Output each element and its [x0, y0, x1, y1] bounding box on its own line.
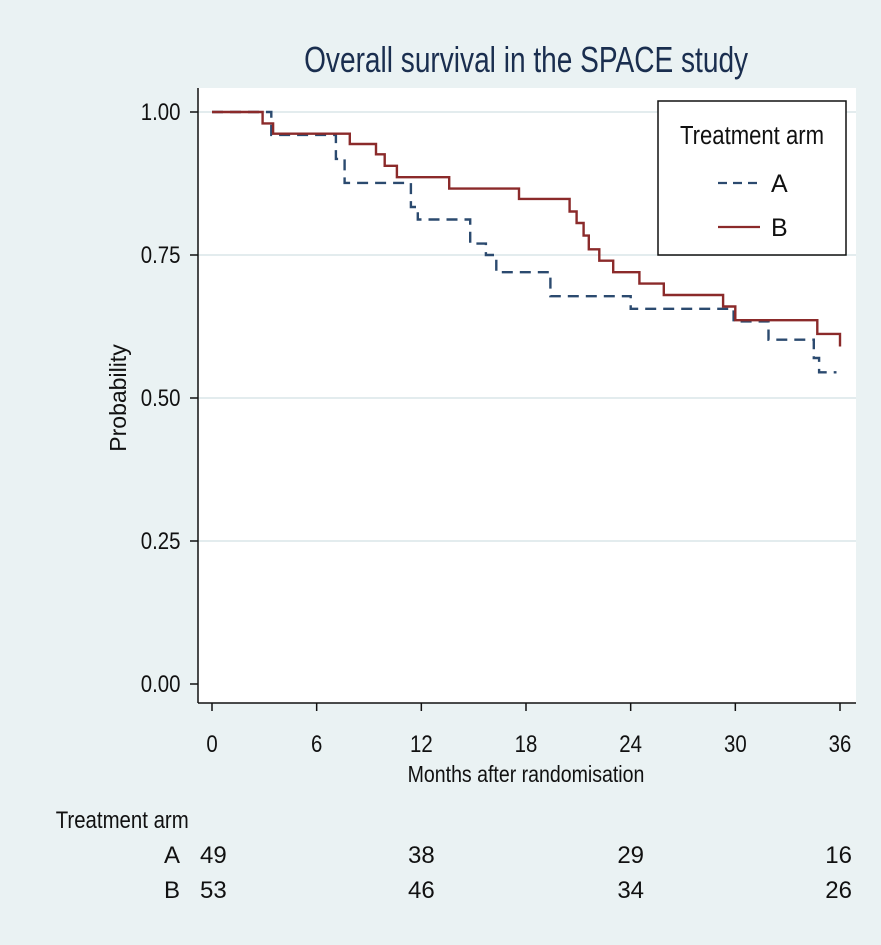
legend-label-a: A — [771, 170, 788, 198]
risk-table-header: Treatment arm — [56, 806, 189, 833]
risk-count: 46 — [408, 877, 435, 904]
x-tick-label: 18 — [515, 730, 538, 757]
legend-box — [657, 100, 847, 256]
legend: Treatment arm A B — [657, 100, 847, 256]
risk-count: 38 — [408, 842, 435, 869]
x-tick-label: 30 — [724, 730, 747, 757]
y-tick-label: 1.00 — [141, 98, 181, 125]
x-axis-title: Months after randomisation — [408, 762, 645, 788]
risk-count: 29 — [617, 842, 644, 869]
y-tick-label: 0.50 — [141, 384, 181, 411]
risk-count: 34 — [617, 877, 644, 904]
series-lines — [212, 110, 842, 374]
risk-table: Treatment arm A 49 38 29 16 B 53 46 34 26 — [56, 806, 852, 904]
risk-count: 49 — [200, 842, 227, 869]
risk-count: 26 — [825, 877, 852, 904]
x-tick-label: 36 — [829, 730, 852, 757]
x-tick-label: 12 — [410, 730, 433, 757]
y-tick-label: 0.25 — [141, 527, 181, 554]
risk-row-label-a: A — [164, 842, 180, 869]
risk-count: 16 — [825, 842, 852, 869]
y-axis-title: Probability — [105, 344, 131, 452]
chart-title: Overall survival in the SPACE study — [304, 40, 749, 80]
risk-count: 53 — [200, 877, 227, 904]
risk-row-label-b: B — [164, 877, 180, 904]
legend-label-b: B — [771, 214, 788, 242]
y-tick-label: 0.75 — [141, 241, 181, 268]
x-tick-label: 0 — [206, 730, 217, 757]
series-line-b — [212, 110, 842, 347]
x-tick-label: 6 — [311, 730, 322, 757]
axes: 0.00 0.25 0.50 0.75 1.00 0 6 12 18 24 30 36 — [141, 88, 856, 757]
x-tick-label: 24 — [619, 730, 642, 757]
series-line-a — [212, 110, 837, 374]
y-tick-label: 0.00 — [141, 670, 181, 697]
legend-title: Treatment arm — [680, 121, 824, 150]
